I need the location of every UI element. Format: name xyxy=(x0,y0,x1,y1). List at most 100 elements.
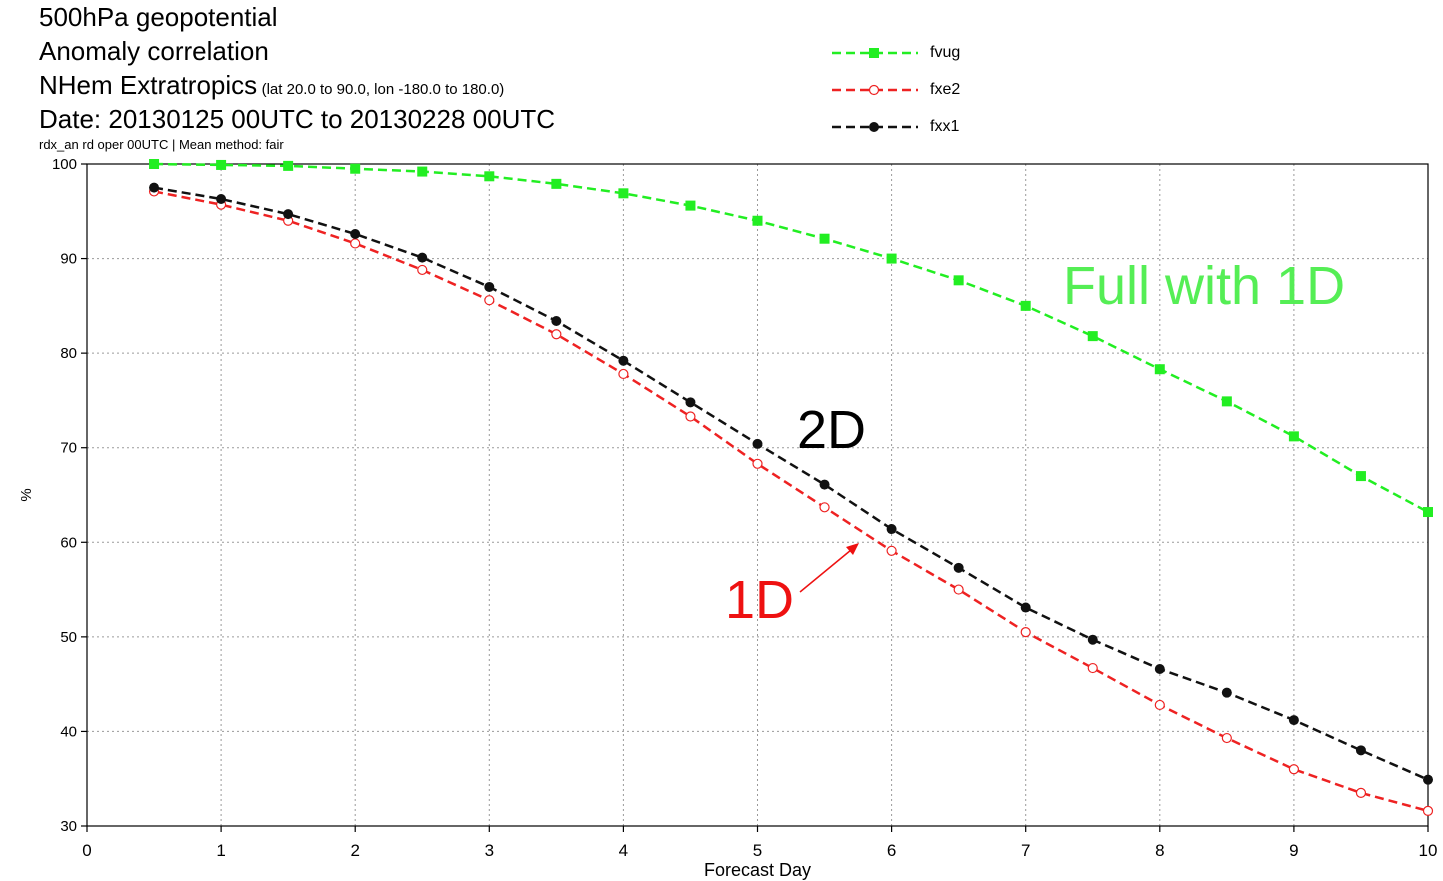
data-point-fxe2 xyxy=(417,264,428,276)
x-tick-label: 2 xyxy=(350,841,359,860)
legend-swatch-fxe2 xyxy=(832,84,918,96)
data-point-fxe2 xyxy=(484,295,495,306)
y-tick-label: 80 xyxy=(60,345,77,362)
x-axis-label: Forecast Day xyxy=(704,860,811,880)
y-tick-label: 40 xyxy=(60,723,77,740)
data-point-fxe2 xyxy=(551,329,562,340)
data-point-fxx1 xyxy=(1087,634,1098,645)
y-tick-label: 50 xyxy=(60,629,77,646)
data-point-fvug xyxy=(886,253,897,264)
axis-ticks: 0 1 2 3 4 5 6 7 8 9 10 30 40 50 60 70 80 90 100 xyxy=(52,156,1437,860)
region-name: NHem Extratropics xyxy=(39,70,258,100)
chart-title-region: NHem Extratropics (lat 20.0 to 90.0, lon… xyxy=(39,70,504,101)
data-point-fxx1 xyxy=(149,182,160,193)
x-tick-label: 10 xyxy=(1419,841,1438,860)
data-point-fxx1 xyxy=(685,397,696,408)
annotation-1d-arrowhead xyxy=(846,543,859,555)
data-point-fvug xyxy=(1288,431,1299,442)
data-point-fvug xyxy=(618,188,629,199)
x-tick-label: 0 xyxy=(82,841,91,860)
data-point-fxe2 xyxy=(1221,732,1232,744)
legend-swatch-fvug xyxy=(832,48,918,58)
data-point-fxe2 xyxy=(819,502,830,513)
data-point-fxx1 xyxy=(1020,602,1031,613)
series-layer xyxy=(148,159,1434,816)
x-tick-label: 9 xyxy=(1289,841,1298,860)
chart-title-parameter: 500hPa geopotential xyxy=(39,2,278,32)
data-point-fxe2 xyxy=(953,584,964,595)
data-point-fxx1 xyxy=(1154,664,1165,675)
data-point-fvug xyxy=(752,215,763,226)
data-point-fxx1 xyxy=(752,438,763,449)
y-tick-label: 100 xyxy=(52,156,77,173)
data-point-fxe2 xyxy=(1355,787,1367,799)
legend-item-fxe2: fxe2 xyxy=(830,77,1030,114)
data-point-fxe2 xyxy=(1020,627,1031,638)
series-fxx1 xyxy=(149,182,1433,785)
data-point-fvug xyxy=(1221,396,1232,407)
data-point-fxx1 xyxy=(819,479,830,490)
data-point-fvug xyxy=(953,275,964,286)
data-point-fxx1 xyxy=(283,209,294,220)
data-point-fvug xyxy=(216,159,227,170)
series-line-fxe2 xyxy=(153,190,1429,813)
x-tick-label: 3 xyxy=(485,841,494,860)
data-point-fxe2 xyxy=(350,238,361,249)
chart-title-score: Anomaly correlation xyxy=(39,36,269,66)
legend-item-fxx1: fxx1 xyxy=(830,114,1030,151)
y-tick-label: 70 xyxy=(60,440,77,457)
data-point-fxe2 xyxy=(886,545,897,556)
x-tick-label: 6 xyxy=(887,841,896,860)
data-point-fvug xyxy=(1087,331,1098,342)
chart-title-date: Date: 20130125 00UTC to 20130228 00UTC xyxy=(39,104,556,134)
data-point-fvug xyxy=(283,160,294,171)
chart-legend: fvug fxe2 fxx1 xyxy=(830,40,1030,151)
series-line-fxx1 xyxy=(153,186,1429,781)
series-line-fvug xyxy=(154,162,1429,514)
data-point-fxx1 xyxy=(1355,745,1366,756)
legend-label-fxe2: fxe2 xyxy=(930,81,961,98)
data-point-fxe2 xyxy=(752,458,763,469)
data-point-fvug xyxy=(551,178,562,189)
chart-title-info: rdx_an rd oper 00UTC | Mean method: fair xyxy=(39,137,284,152)
data-point-fxx1 xyxy=(484,281,495,292)
data-point-fxx1 xyxy=(551,315,562,326)
annotation-full-with-1d: Full with 1D xyxy=(1063,256,1345,316)
x-tick-label: 1 xyxy=(216,841,225,860)
data-point-fxx1 xyxy=(417,252,428,263)
data-point-fvug xyxy=(819,233,830,244)
data-point-fvug xyxy=(1355,471,1366,482)
data-point-fvug xyxy=(1154,364,1165,375)
data-point-fxx1 xyxy=(350,228,361,239)
y-tick-label: 30 xyxy=(60,818,77,835)
grid-lines xyxy=(87,164,1428,826)
legend-swatch-fxx1 xyxy=(832,122,918,132)
y-axis-label: % xyxy=(18,488,35,501)
annotation-1d-arrow xyxy=(799,549,852,593)
data-point-fxx1 xyxy=(1288,715,1299,726)
data-point-fxe2 xyxy=(1087,662,1098,674)
annotation-2d: 2D xyxy=(797,400,866,460)
data-point-fxx1 xyxy=(953,562,964,573)
legend-item-fvug: fvug xyxy=(830,40,1030,77)
region-bounds: (lat 20.0 to 90.0, lon -180.0 to 180.0) xyxy=(261,81,505,98)
data-point-fvug xyxy=(1423,507,1433,518)
data-point-fxx1 xyxy=(886,524,897,535)
series-fxe2 xyxy=(148,186,1434,816)
data-point-fxe2 xyxy=(1154,699,1165,711)
data-point-fxe2 xyxy=(685,411,696,422)
data-point-fvug xyxy=(1020,300,1031,311)
x-tick-label: 5 xyxy=(753,841,762,860)
data-point-fvug xyxy=(149,159,160,169)
data-point-fxx1 xyxy=(618,355,629,366)
data-point-fxe2 xyxy=(1288,764,1300,775)
data-point-fvug xyxy=(685,200,696,211)
series-fvug xyxy=(149,159,1433,518)
x-tick-label: 4 xyxy=(619,841,628,860)
x-tick-label: 7 xyxy=(1021,841,1030,860)
data-point-fxx1 xyxy=(1221,687,1232,698)
data-point-fvug xyxy=(350,163,361,174)
data-point-fvug xyxy=(417,166,428,177)
x-tick-label: 8 xyxy=(1155,841,1164,860)
